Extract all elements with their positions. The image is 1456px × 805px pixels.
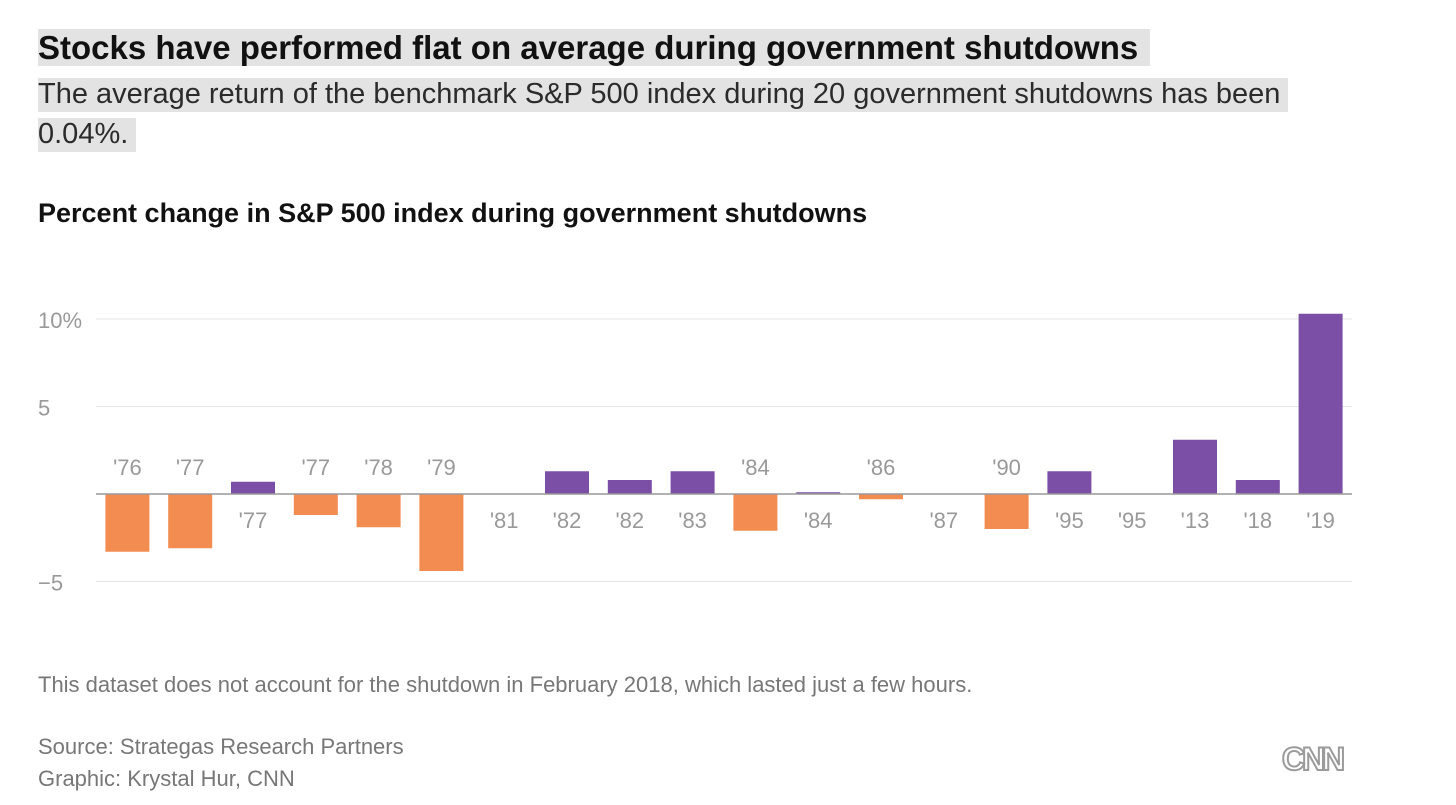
cnn-logo: CNN — [1281, 740, 1346, 776]
x-category-label: '79 — [427, 455, 456, 480]
x-category-label: '18 — [1243, 508, 1272, 533]
bar — [607, 480, 652, 494]
x-category-label: '19 — [1306, 508, 1335, 533]
bar — [796, 492, 841, 494]
headline: Stocks have performed flat on average du… — [38, 26, 1151, 70]
bar — [859, 494, 903, 500]
source-line: Source: Strategas Research Partners — [38, 734, 404, 759]
x-category-label: '84 — [804, 508, 833, 533]
y-tick-label: 5 — [38, 396, 50, 421]
bar — [984, 494, 1029, 529]
bar — [168, 494, 213, 549]
bar-chart: 10% 5 −5 '76 '77 '77 '77 '78 '79 '81 '82 '82 '83 '84 '… — [38, 308, 1352, 596]
bar — [356, 494, 401, 528]
chart-title: Percent change in S&P 500 index during g… — [38, 198, 868, 228]
x-category-label: '82 — [553, 508, 582, 533]
x-category-label: '95 — [1118, 508, 1147, 533]
bar — [1298, 313, 1343, 494]
bar — [1235, 480, 1280, 494]
bar — [545, 471, 589, 494]
y-tick-label: −5 — [38, 571, 63, 596]
x-category-label: '13 — [1181, 508, 1210, 533]
bar — [293, 494, 338, 515]
bar — [419, 494, 464, 571]
cnn-logo-text: CNN — [1282, 741, 1343, 776]
dek-text: The average return of the benchmark S&P … — [38, 78, 1289, 152]
footnote: This dataset does not account for the sh… — [38, 672, 973, 697]
credit-line: Graphic: Krystal Hur, CNN — [38, 766, 295, 791]
dek: The average return of the benchmark S&P … — [38, 74, 1328, 154]
bar — [105, 494, 150, 552]
bar — [1173, 439, 1217, 494]
x-category-label: '82 — [615, 508, 644, 533]
x-category-label: '76 — [113, 455, 142, 480]
headline-text: Stocks have performed flat on average du… — [38, 29, 1151, 66]
y-tick-label: 10% — [38, 308, 82, 333]
x-category-label: '77 — [239, 508, 268, 533]
x-category-label: '83 — [678, 508, 707, 533]
x-category-label: '81 — [490, 508, 519, 533]
x-category-label: '86 — [867, 455, 896, 480]
bar — [231, 481, 275, 494]
bar — [670, 471, 715, 494]
x-category-label: '90 — [992, 455, 1021, 480]
x-category-label: '78 — [364, 455, 393, 480]
x-category-label: '77 — [176, 455, 205, 480]
x-category-label: '84 — [741, 455, 770, 480]
x-category-label: '87 — [929, 508, 958, 533]
bar — [1047, 471, 1092, 494]
bar — [733, 494, 778, 531]
x-category-label: '95 — [1055, 508, 1084, 533]
x-category-label: '77 — [301, 455, 330, 480]
